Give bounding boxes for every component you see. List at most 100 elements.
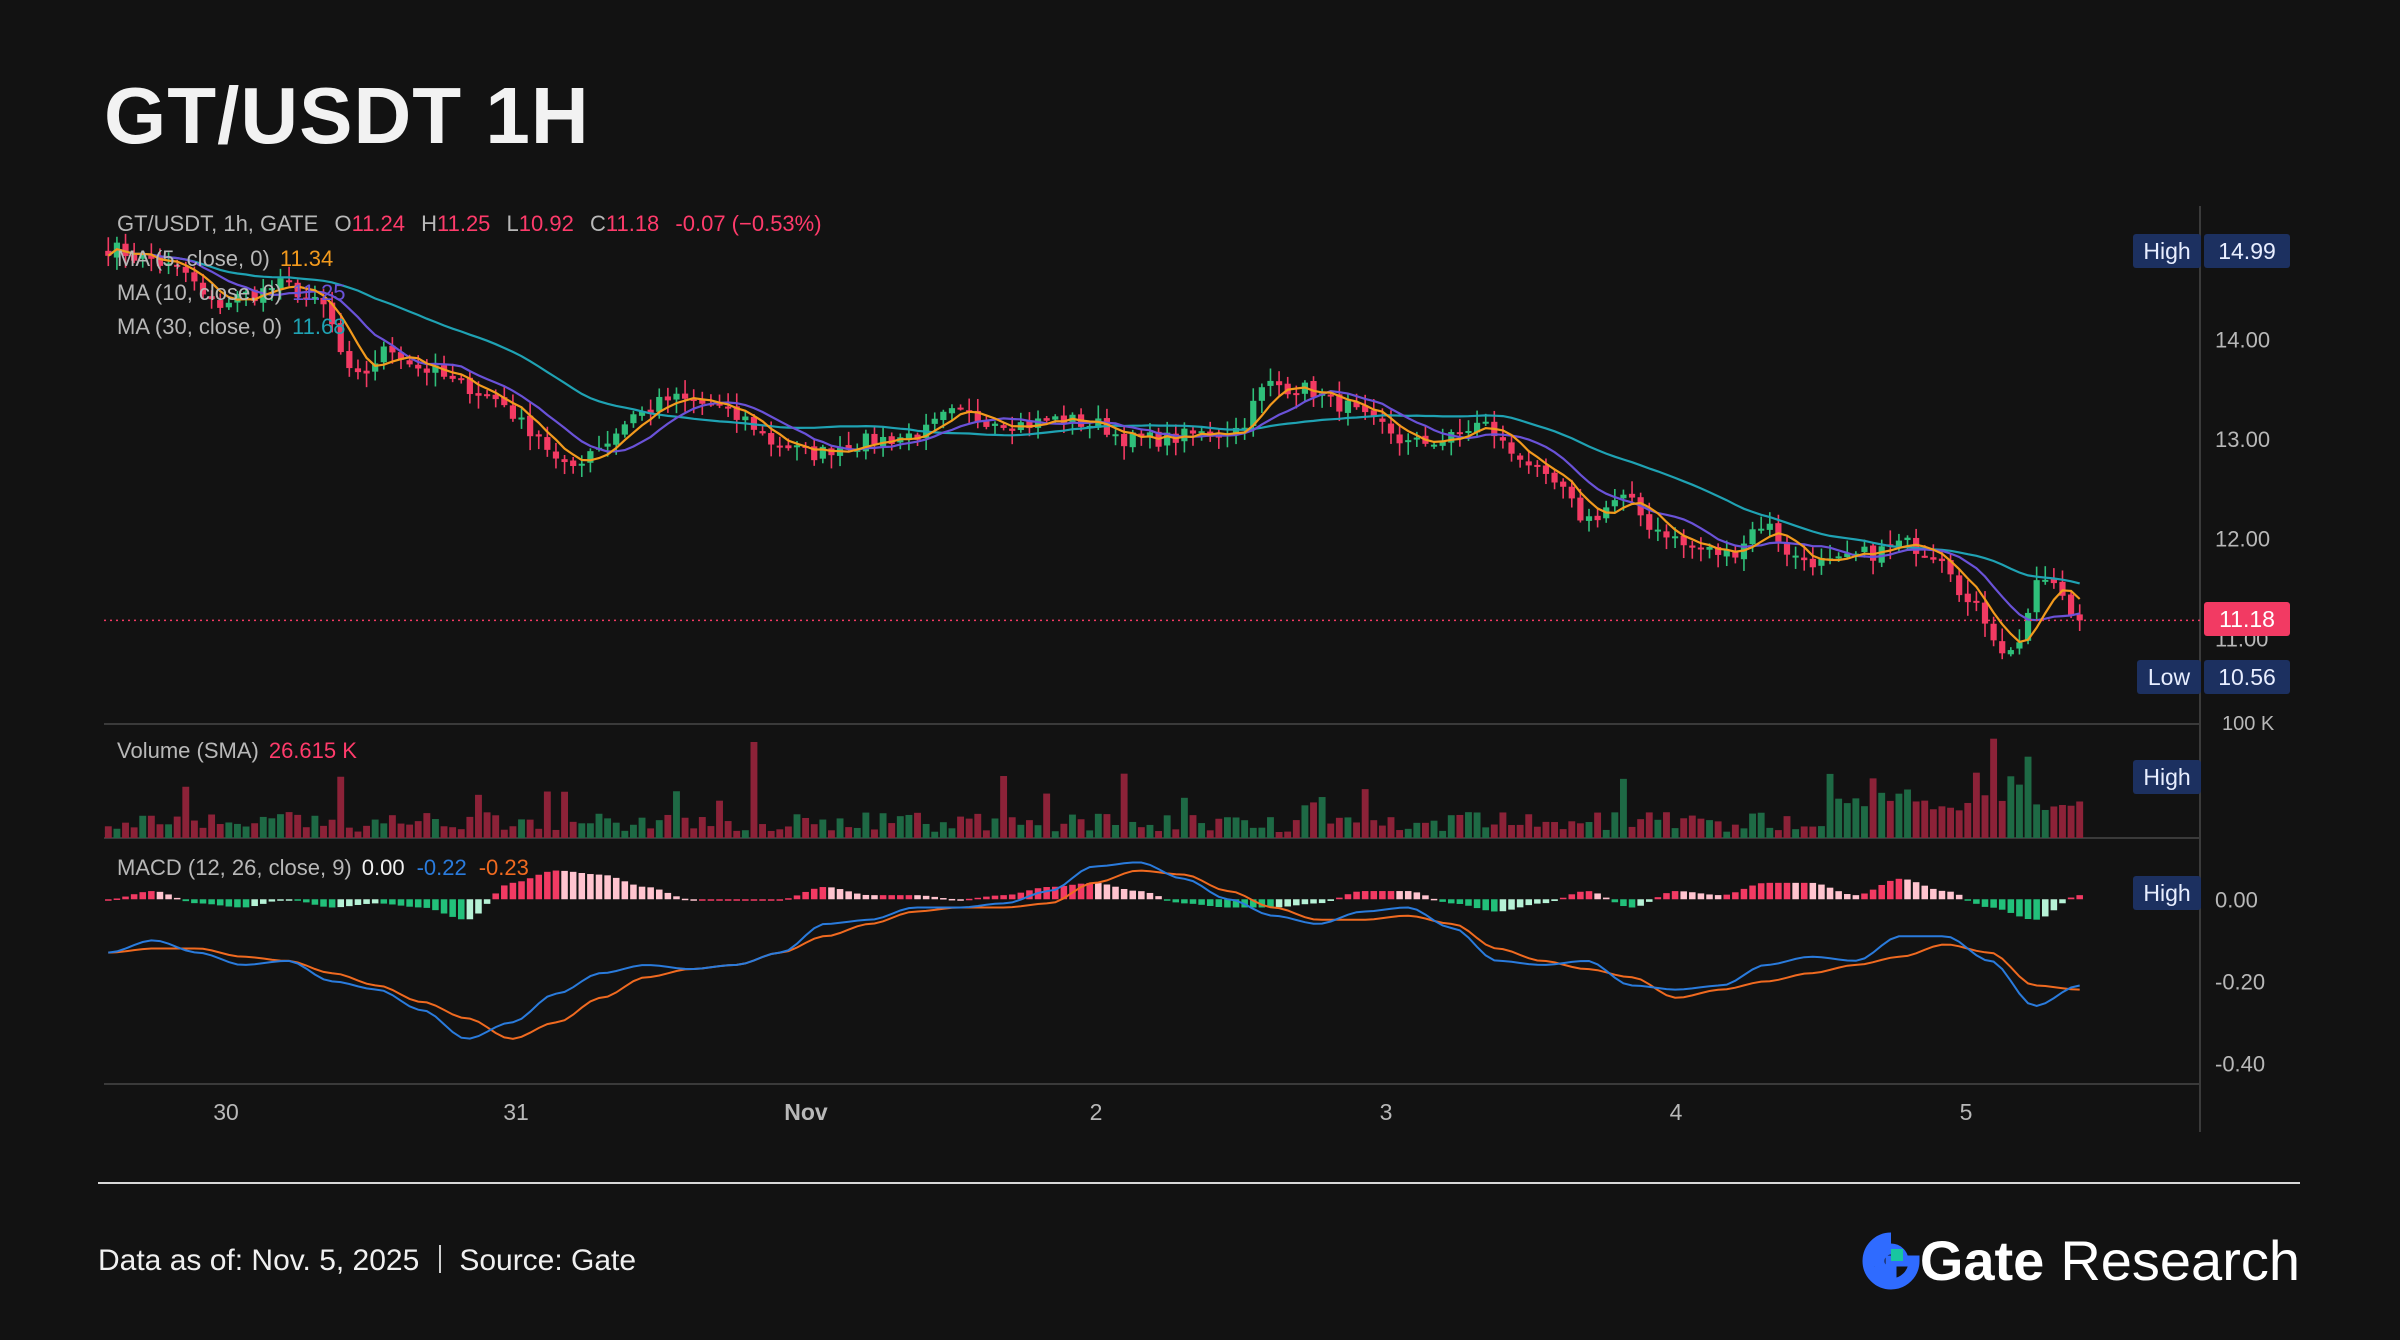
candle-body <box>991 423 999 426</box>
macd-hist-bar <box>612 877 620 900</box>
volume-bar <box>165 824 173 838</box>
volume-bar <box>1843 803 1851 838</box>
candle-body <box>518 417 525 420</box>
macd-hist-bar <box>1508 899 1515 910</box>
macd-hist-bar <box>389 899 396 905</box>
macd-hist-bar <box>105 899 112 901</box>
macd-hist-bar <box>2041 899 2049 917</box>
volume-bar <box>1034 825 1042 838</box>
low-badge-label: Low <box>2148 664 2191 690</box>
volume-bar <box>1826 773 1834 838</box>
candle-body <box>458 378 465 381</box>
last-price-badge-box <box>2204 602 2290 636</box>
volume-high-badge-box <box>2133 760 2201 794</box>
x-tick-label: 2 <box>1090 1099 1103 1125</box>
volume-bar <box>871 829 878 838</box>
volume-bar <box>1723 831 1731 838</box>
macd-hist-bar <box>655 889 663 900</box>
volume-bar <box>1069 814 1076 838</box>
volume-bar <box>1215 818 1223 838</box>
candle-body <box>1413 437 1420 440</box>
macd-signal-value: -0.23 <box>478 855 529 880</box>
volume-bar <box>1465 812 1472 838</box>
candle-body <box>1362 405 1369 413</box>
volume-bar <box>1258 827 1266 838</box>
macd-hist-bar <box>793 895 801 900</box>
macd-hist-bar <box>897 895 904 900</box>
macd-hist-bar <box>1852 895 1860 900</box>
candle-body <box>2033 580 2040 613</box>
candle-body <box>1852 553 1859 556</box>
x-tick-label: 30 <box>213 1099 239 1125</box>
candle-body <box>2067 594 2075 616</box>
macd-hist-bar <box>1284 899 1291 907</box>
volume-bar <box>242 826 250 838</box>
volume-bar <box>1568 821 1576 838</box>
candle-body <box>1000 425 1007 428</box>
volume-bar <box>1275 831 1283 838</box>
candle-body <box>664 396 671 401</box>
volume-bar <box>483 812 491 838</box>
candle-body <box>1560 481 1567 487</box>
candle-body <box>432 365 439 373</box>
candle-body <box>1861 546 1868 553</box>
candle-body <box>354 368 362 373</box>
volume-bar <box>1223 817 1231 838</box>
volume-bar <box>853 827 861 838</box>
macd-hist-bar <box>595 874 603 900</box>
candle-body <box>1646 514 1653 530</box>
volume-bar <box>233 823 241 838</box>
candle-body <box>303 297 310 300</box>
volume-bar <box>2076 801 2084 838</box>
candle-body <box>285 280 293 283</box>
macd-hist-bar <box>2016 899 2023 917</box>
macd-hist-bar <box>699 899 706 901</box>
macd-hist-bar <box>785 898 792 900</box>
volume-bar <box>690 828 698 838</box>
volume-bar <box>147 815 155 838</box>
candle-body <box>1990 623 1997 641</box>
macd-hist-bar <box>1361 891 1369 900</box>
volume-bar <box>698 817 706 838</box>
macd-hist-bar <box>2050 899 2058 911</box>
macd-hist-bar <box>1714 895 1722 900</box>
macd-hist-bar <box>475 899 482 914</box>
candle-body <box>638 411 646 416</box>
ohlc-legend: GT/USDT, 1h, GATE O11.24 H11.25 L10.92 C… <box>117 211 832 237</box>
volume-bar <box>1155 831 1163 838</box>
ma5-label: MA (5, close, 0) <box>117 246 270 271</box>
candle-body <box>1594 515 1601 521</box>
candle-body <box>406 360 413 365</box>
volume-bar <box>586 823 594 838</box>
macd-hist-bar <box>1577 891 1584 900</box>
volume-bar <box>1559 829 1567 838</box>
macd-hist-bar <box>1301 899 1309 905</box>
volume-bar <box>440 826 448 838</box>
volume-bar <box>716 800 723 838</box>
macd-hist-bar <box>1904 879 1911 900</box>
macd-hist-bar <box>991 895 999 900</box>
gate-logo-icon <box>1862 1232 1920 1289</box>
volume-bar <box>1094 813 1102 838</box>
low-value: 10.92 <box>518 211 574 236</box>
macd-hist-bar <box>1155 896 1162 900</box>
volume-bar <box>1370 820 1378 838</box>
macd-hist-value: 0.00 <box>361 855 405 880</box>
macd-hist-bar <box>1482 899 1489 911</box>
candle-body <box>449 375 456 379</box>
macd-hist-bar <box>2033 899 2040 920</box>
macd-hist-bar <box>1026 890 1033 900</box>
volume-bar <box>199 827 207 838</box>
volume-bar <box>1835 798 1843 838</box>
volume-bar <box>939 822 947 838</box>
brand-name: Gate <box>1919 1229 2045 1292</box>
volume-bar <box>1697 818 1705 838</box>
candle-body <box>174 264 181 267</box>
candle-body <box>1250 400 1257 427</box>
volume-bar <box>810 824 818 838</box>
candle-body <box>1663 531 1670 538</box>
candle-body <box>217 300 224 308</box>
candle-body <box>1654 529 1661 532</box>
high-badge-label-box <box>2133 234 2201 268</box>
